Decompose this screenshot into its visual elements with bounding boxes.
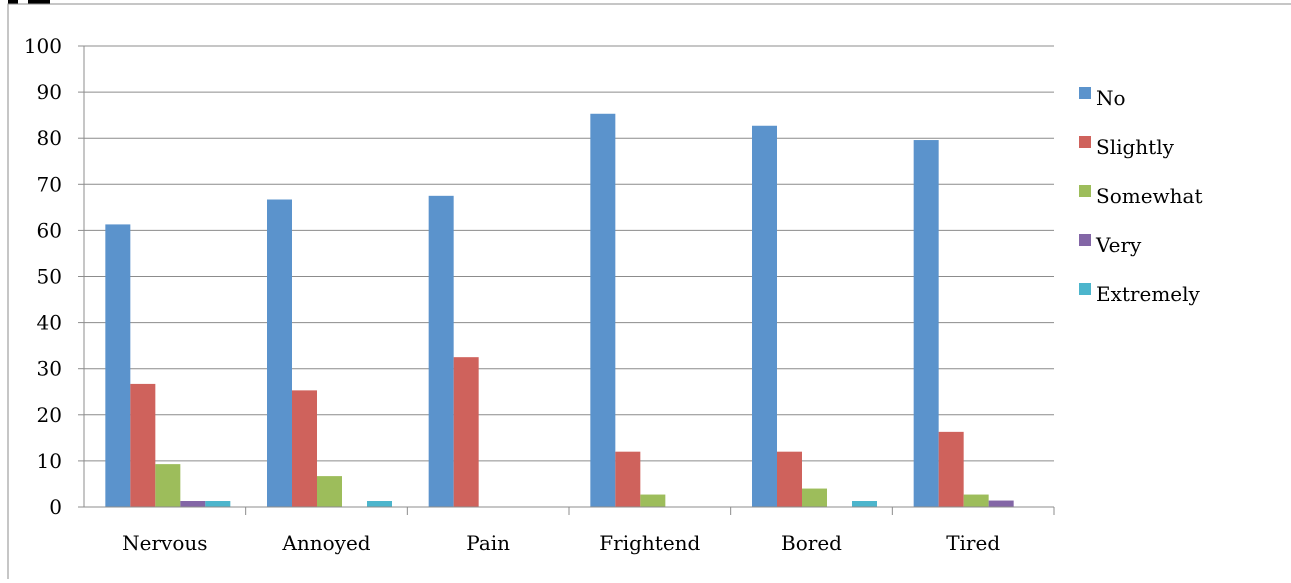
title-fragment xyxy=(28,0,50,4)
bar-very-nervous xyxy=(180,501,206,507)
bar-extremely-annoyed xyxy=(367,501,392,507)
bar-somewhat-bored xyxy=(802,488,827,507)
x-tick-label: Pain xyxy=(466,531,510,555)
x-tick-label: Nervous xyxy=(122,531,207,555)
bar-slightly-frightend xyxy=(615,451,641,507)
axes: 0 10 20 30 40 50 60 70 80 90 100 Nervous Annoyed Pain… xyxy=(24,34,1055,555)
legend-swatch-very xyxy=(1079,234,1091,246)
bar-slightly-bored xyxy=(777,451,802,507)
bar-no-pain xyxy=(428,195,454,507)
bar-extremely-nervous xyxy=(205,501,231,507)
bar-no-annoyed xyxy=(267,199,292,507)
y-tick-label: 50 xyxy=(37,265,62,289)
legend-label-slightly: Slightly xyxy=(1096,135,1175,159)
title-fragment xyxy=(8,0,18,4)
y-tick-label: 40 xyxy=(37,311,62,335)
bar-somewhat-tired xyxy=(963,494,989,507)
bars xyxy=(105,113,1014,508)
bar-very-tired xyxy=(988,500,1014,507)
x-tick-label: Frightend xyxy=(599,531,700,555)
bar-slightly-annoyed xyxy=(292,390,317,507)
bar-no-nervous xyxy=(105,224,131,508)
legend-swatch-no xyxy=(1079,87,1091,99)
bar-slightly-pain xyxy=(453,357,479,507)
y-tick-label: 30 xyxy=(37,357,62,381)
chart-frame xyxy=(7,3,1291,579)
legend-swatch-extremely xyxy=(1079,283,1091,295)
bar-no-bored xyxy=(752,125,777,508)
legend-label-somewhat: Somewhat xyxy=(1096,184,1203,208)
y-tick-label: 80 xyxy=(37,126,62,150)
x-tick-label: Bored xyxy=(781,531,842,555)
y-tick-label: 60 xyxy=(37,218,62,242)
y-tick-label: 90 xyxy=(37,80,62,104)
y-tick-label: 20 xyxy=(37,403,62,427)
legend-label-no: No xyxy=(1096,86,1126,110)
legend-swatch-slightly xyxy=(1079,136,1091,148)
legend-label-extremely: Extremely xyxy=(1096,282,1201,306)
legend-label-very: Very xyxy=(1095,233,1142,257)
bar-slightly-nervous xyxy=(130,383,156,507)
bar-slightly-tired xyxy=(938,431,964,507)
bar-somewhat-frightend xyxy=(640,494,666,507)
legend: No Slightly Somewhat Very Extremely xyxy=(1079,86,1203,306)
y-tick-label: 100 xyxy=(24,34,62,58)
bar-no-frightend xyxy=(590,113,616,507)
bar-somewhat-nervous xyxy=(155,464,181,507)
y-tick-label: 10 xyxy=(37,449,62,473)
x-tick-label: Tired xyxy=(946,531,1000,555)
gridlines xyxy=(84,45,1054,462)
y-tick-label: 0 xyxy=(49,495,62,519)
bar-extremely-bored xyxy=(852,501,877,507)
x-tick-label: Annoyed xyxy=(281,531,370,555)
bar-no-tired xyxy=(913,140,939,507)
y-tick-label: 70 xyxy=(37,172,62,196)
bar-somewhat-annoyed xyxy=(317,476,342,507)
legend-swatch-somewhat xyxy=(1079,185,1091,197)
